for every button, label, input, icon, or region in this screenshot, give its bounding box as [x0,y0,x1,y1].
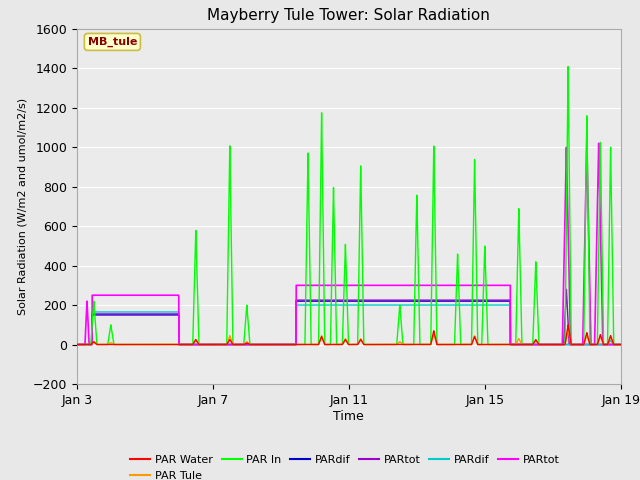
Text: MB_tule: MB_tule [88,37,137,47]
X-axis label: Time: Time [333,409,364,422]
Legend: PAR Water, PAR Tule, PAR In, PARdif, PARtot, PARdif, PARtot: PAR Water, PAR Tule, PAR In, PARdif, PAR… [126,451,564,480]
Y-axis label: Solar Radiation (W/m2 and umol/m2/s): Solar Radiation (W/m2 and umol/m2/s) [17,98,27,315]
Title: Mayberry Tule Tower: Solar Radiation: Mayberry Tule Tower: Solar Radiation [207,9,490,24]
